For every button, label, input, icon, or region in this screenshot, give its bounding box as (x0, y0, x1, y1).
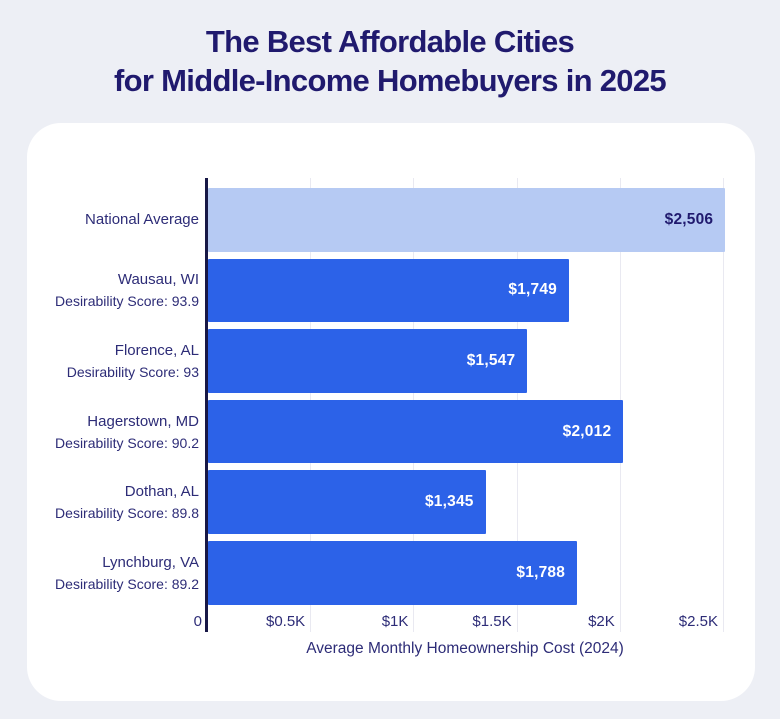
bar-value-label: $1,749 (508, 281, 557, 299)
chart-row-dothan-al: Dothan, AL Desirability Score: 89.8 $1,345 (27, 470, 755, 534)
gridline-2500 (723, 178, 724, 632)
bar-national-average: $2,506 (208, 188, 726, 252)
chart-row-lynchburg-va: Lynchburg, VA Desirability Score: 89.2 $1,… (27, 541, 755, 605)
chart-title: The Best Affordable Cities for Middle-In… (0, 22, 780, 100)
bar-hagerstown-md: $2,012 (208, 399, 624, 464)
city-label: Florence, AL (114, 341, 199, 359)
bar-value-label: $1,547 (466, 351, 516, 369)
chart-card: National Average $2,506 Wausau, WI Desirabi… (27, 123, 755, 701)
bar-value-label: $2,012 (562, 422, 612, 440)
bar-florence-al: $1,547 (208, 329, 528, 393)
chart-title-line2: for Middle-Income Homebuyers in 2025 (114, 63, 667, 98)
row-label-national-average: National Average (27, 188, 199, 252)
row-label-lynchburg-va: Lynchburg, VA Desirability Score: 89.2 (27, 541, 199, 605)
desirability-score-label: Desirability Score: 89.8 (55, 505, 199, 522)
city-label: Wausau, WI (117, 271, 199, 289)
bar-value-label: $2,506 (664, 210, 714, 228)
bar-value-label: $1,788 (516, 563, 566, 581)
chart-row-national-average: National Average $2,506 (27, 188, 755, 252)
desirability-score-label: Desirability Score: 93.9 (55, 293, 199, 310)
bar-value-label: $1,345 (424, 493, 474, 511)
desirability-score-label: Desirability Score: 89.2 (55, 575, 199, 592)
chart-row-florence-al: Florence, AL Desirability Score: 93 $1,547 (27, 329, 755, 393)
chart-title-line1: The Best Affordable Cities (205, 24, 575, 59)
chart-row-hagerstown-md: Hagerstown, MD Desirability Score: 90.2 $2… (27, 399, 755, 464)
row-label-wausau-wi: Wausau, WI Desirability Score: 93.9 (27, 259, 199, 323)
city-label: Hagerstown, MD (87, 412, 199, 430)
chart-row-wausau-wi: Wausau, WI Desirability Score: 93.9 $1,749 (27, 258, 755, 323)
bar-lynchburg-va: $1,788 (208, 541, 578, 605)
bar-dothan-al: $1,345 (208, 470, 486, 534)
x-tick-1k: $1K (381, 613, 409, 630)
desirability-score-label: Desirability Score: 90.2 (55, 434, 199, 451)
x-tick-2-5k: $2.5K (678, 613, 718, 630)
x-axis-title: Average Monthly Homeownership Cost (2024… (306, 640, 624, 657)
x-tick-2k: $2K (588, 613, 615, 630)
bar-chart: National Average $2,506 Wausau, WI Desirabi… (27, 123, 755, 701)
row-label-dothan-al: Dothan, AL Desirability Score: 89.8 (27, 470, 199, 534)
city-label: Lynchburg, VA (102, 553, 199, 571)
x-tick-0: 0 (193, 613, 202, 630)
city-label: Dothan, AL (124, 483, 199, 501)
y-axis-line (205, 178, 208, 632)
x-tick-1-5k: $1.5K (472, 613, 512, 630)
row-label-hagerstown-md: Hagerstown, MD Desirability Score: 90.2 (27, 400, 199, 464)
desirability-score-label: Desirability Score: 93 (66, 363, 199, 380)
city-label: National Average (85, 211, 199, 229)
x-tick-0-5k: $0.5K (265, 613, 306, 630)
row-label-florence-al: Florence, AL Desirability Score: 93 (27, 329, 199, 393)
bar-wausau-wi: $1,749 (208, 258, 569, 323)
